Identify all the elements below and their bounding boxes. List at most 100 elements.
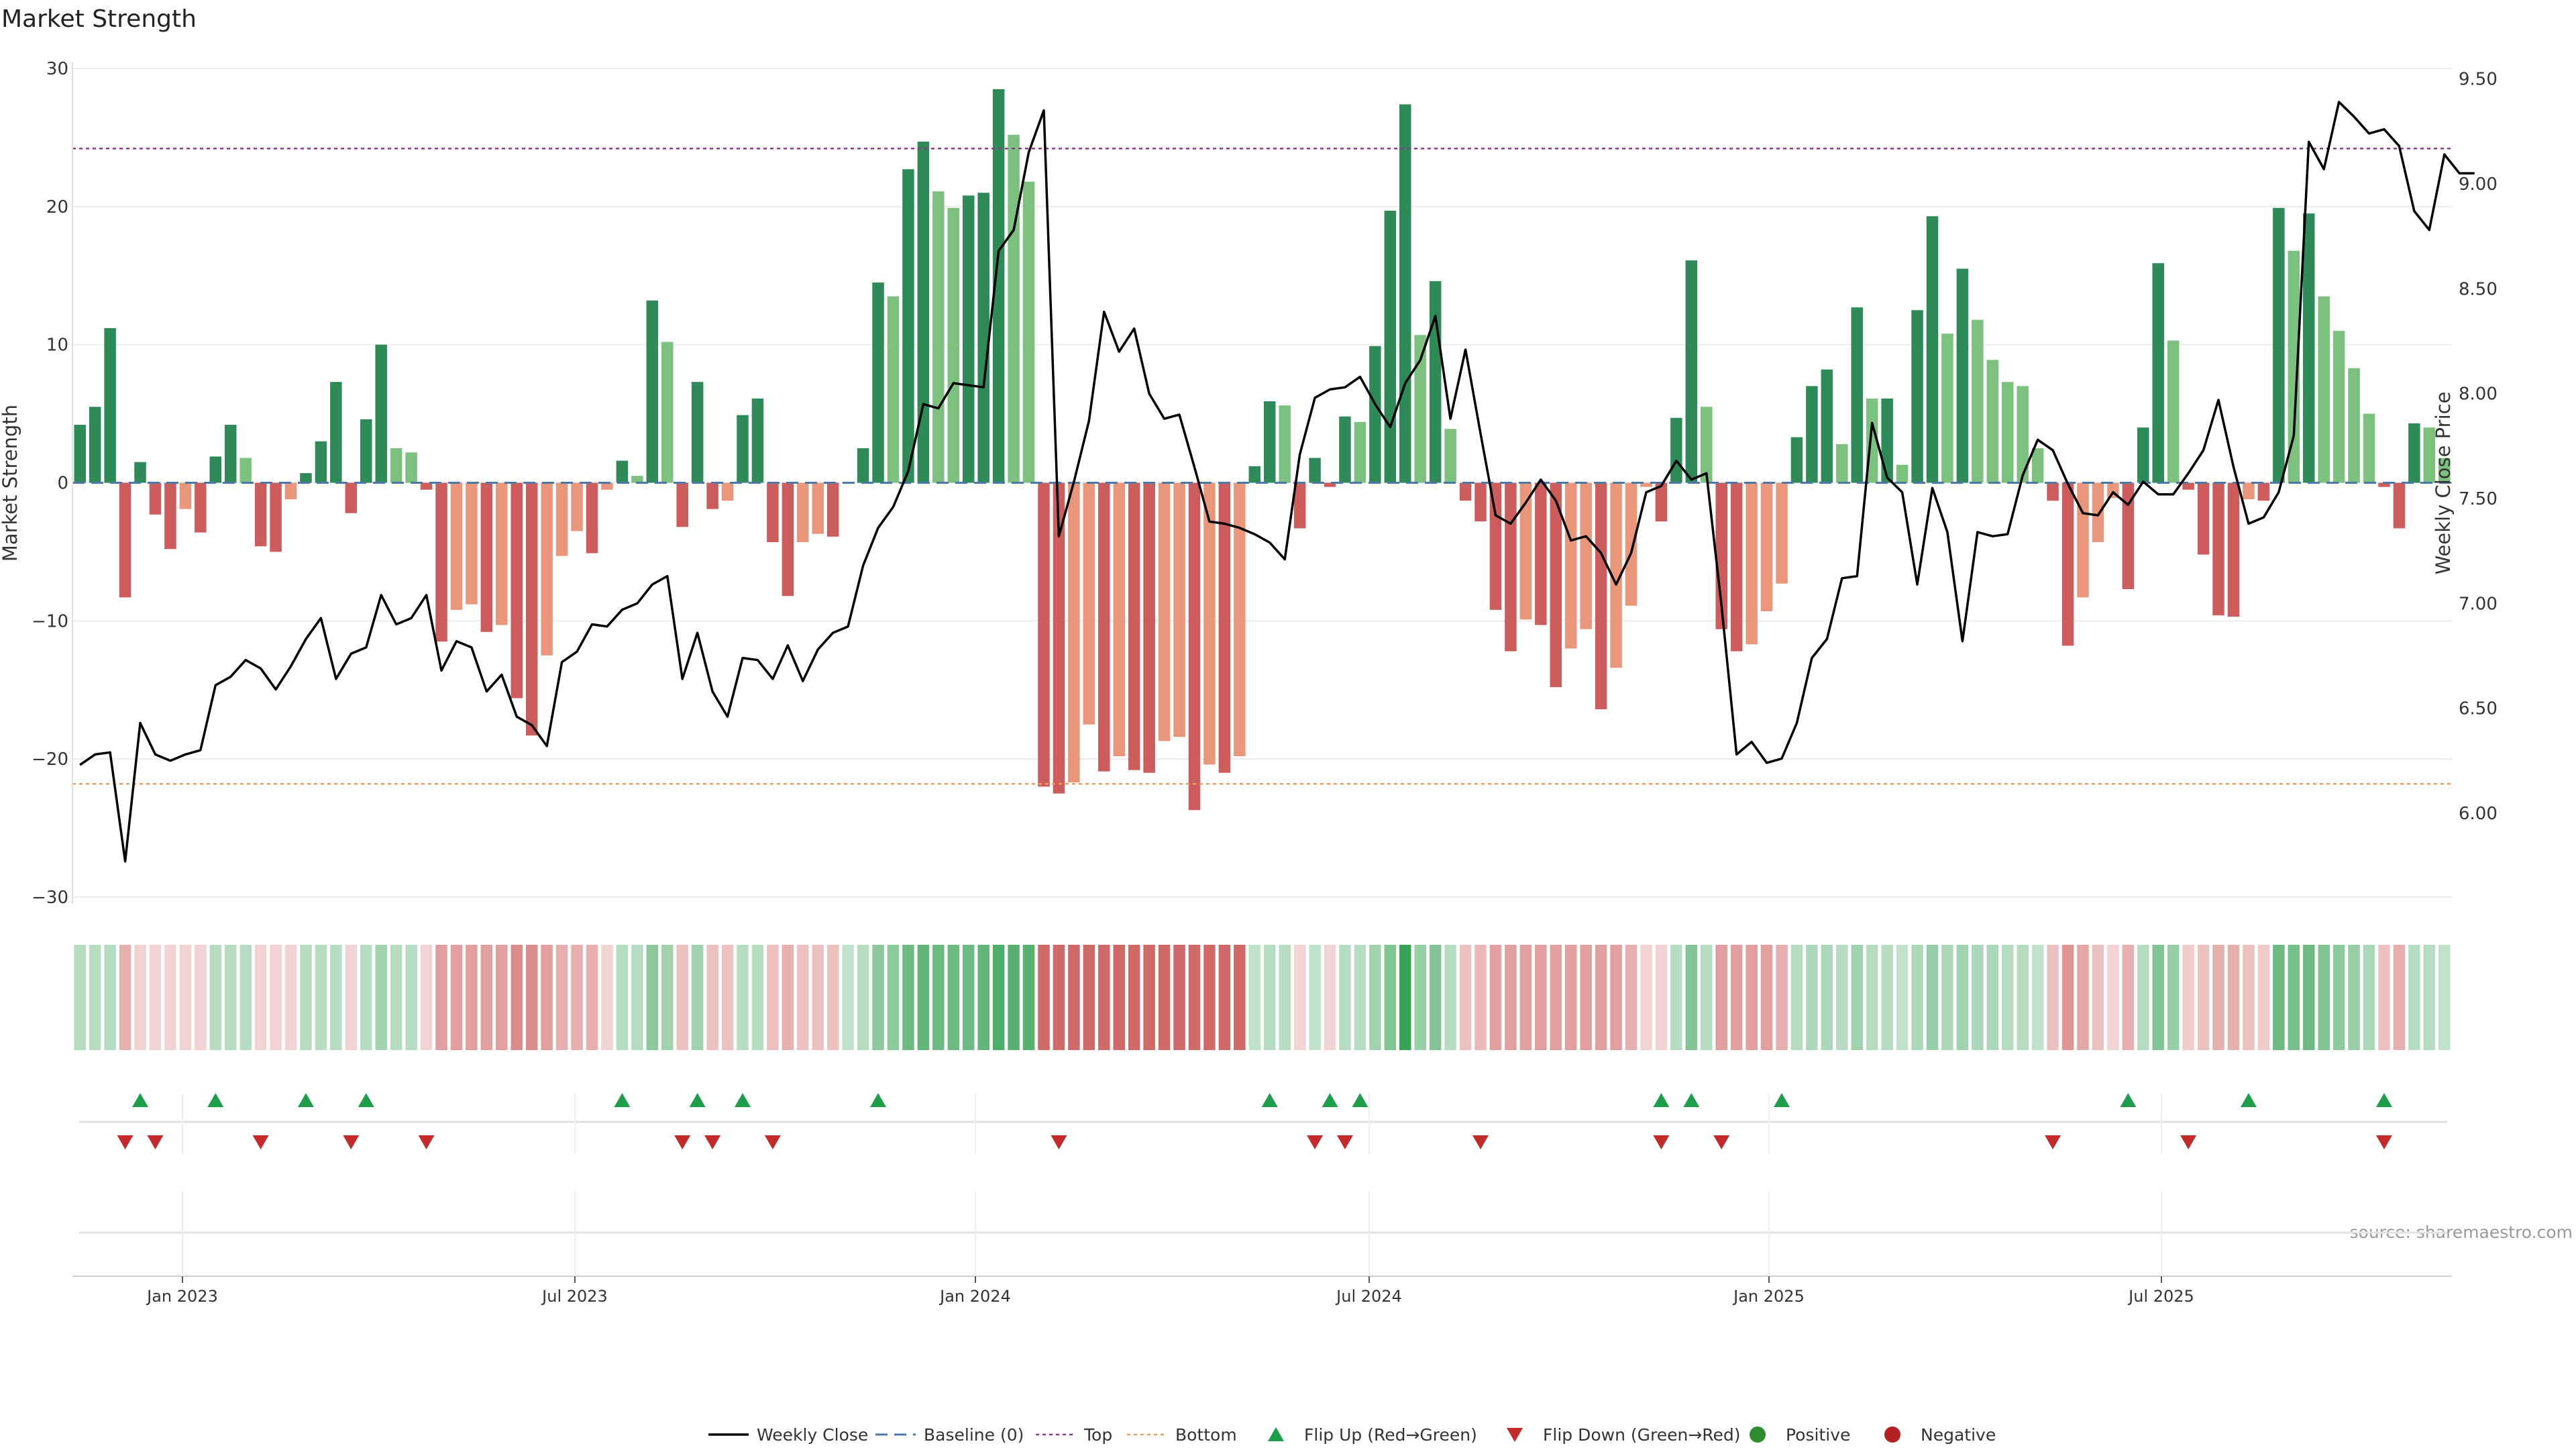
flip-up-marker (1653, 1093, 1670, 1107)
zone-cell (330, 945, 342, 1050)
zone-cell (179, 945, 192, 1050)
flip-up-marker (1774, 1093, 1790, 1107)
zone-cell (1354, 945, 1366, 1050)
zone-cell (1083, 945, 1095, 1050)
strength-bar (1760, 482, 1773, 611)
zone-cell (1715, 945, 1727, 1050)
legend: Weekly Close Baseline (0) Top Bottom Flip Up… (708, 1425, 1996, 1445)
zone-cell (2257, 945, 2270, 1050)
legend-flip-up-swatch (1268, 1427, 1284, 1441)
flip-down-marker (1051, 1135, 1067, 1149)
zone-cell (2423, 945, 2436, 1050)
zone-cell (2047, 945, 2059, 1050)
strength-bar (1128, 482, 1140, 770)
strength-bar (2348, 368, 2360, 483)
zone-cell (977, 945, 989, 1050)
zone-cell (1429, 945, 1442, 1050)
zone-cell (1414, 945, 1426, 1050)
x-tick-label: Jul 2023 (541, 1287, 608, 1306)
strength-bar (1008, 134, 1020, 483)
strength-bar (1143, 482, 1155, 773)
legend-item: Negative (1884, 1425, 1996, 1445)
zone-cell (782, 945, 794, 1050)
strength-bar (1655, 482, 1668, 522)
strength-bar (616, 460, 629, 483)
zone-cell (1263, 945, 1276, 1050)
zone-cell (1655, 945, 1668, 1050)
zone-cell (2227, 945, 2240, 1050)
zone-cell (496, 945, 508, 1050)
strength-bar (1053, 482, 1065, 794)
flip-down-marker (418, 1135, 435, 1149)
strength-bar (2031, 448, 2044, 483)
strength-bar (782, 482, 794, 597)
legend-label: Baseline (0) (924, 1425, 1024, 1445)
flip-down-marker (2375, 1135, 2392, 1149)
zone-cell (962, 945, 975, 1050)
strength-bar (1670, 417, 1682, 483)
zone-cell (797, 945, 809, 1050)
y-tick-label: 10 (46, 335, 68, 356)
legend-label: Bottom (1175, 1425, 1237, 1445)
zone-cell (1911, 945, 1923, 1050)
strength-bar (1354, 421, 1366, 483)
flip-down-marker (1713, 1135, 1730, 1149)
zone-cell (1956, 945, 1969, 1050)
strength-bar (676, 482, 688, 527)
strength-bar (2167, 340, 2180, 483)
strength-bar (345, 482, 358, 513)
flip-up-marker (2120, 1093, 2137, 1107)
zone-cell (1881, 945, 1893, 1050)
flip-up-marker (2375, 1093, 2392, 1107)
strength-bar (104, 327, 116, 483)
zone-cell (721, 945, 734, 1050)
legend-item: Baseline (0) (875, 1425, 1024, 1445)
flip-down-marker (343, 1135, 360, 1149)
zone-cell (917, 945, 930, 1050)
strength-bar (586, 482, 598, 554)
strength-bar (646, 300, 659, 483)
zone-cell (1022, 945, 1035, 1050)
flip-up-marker (2240, 1093, 2257, 1107)
zone-cell (1384, 945, 1397, 1050)
zone-cell (1851, 945, 1864, 1050)
strength-bar (1414, 335, 1426, 483)
legend-item: Top (1036, 1425, 1112, 1445)
legend-item: Positive (1750, 1425, 1850, 1445)
flip-down-marker (117, 1135, 133, 1149)
flip-down-marker (764, 1135, 781, 1149)
strength-bar (330, 382, 342, 483)
zone-cell (2197, 945, 2210, 1050)
strength-bar (2197, 482, 2210, 555)
legend-negative-swatch (1884, 1427, 1900, 1443)
strength-bar (1248, 466, 1261, 483)
zone-cell (2001, 945, 2014, 1050)
zone-cell (1068, 945, 1080, 1050)
zone-cell (1836, 945, 1848, 1050)
zone-cell (1670, 945, 1682, 1050)
zone-cell (89, 945, 101, 1050)
zone-cell (239, 945, 252, 1050)
zone-cell (2393, 945, 2406, 1050)
zone-cell (1790, 945, 1803, 1050)
strength-bar (1173, 482, 1185, 737)
zone-cell (2017, 945, 2029, 1050)
zone-cell (2288, 945, 2300, 1050)
zone-cell (1324, 945, 1336, 1050)
strength-bar (631, 476, 643, 483)
zone-cell (164, 945, 176, 1050)
y2-axis-label: Weekly Close Price (2432, 392, 2455, 575)
close-line-layer (79, 101, 2475, 863)
strength-bar (2017, 386, 2029, 483)
x-tick-label: Jan 2025 (1732, 1287, 1805, 1306)
axes-layer: 30 20 10 0 −10 −20 −30 9.50 9.00 8.50 8.00 7.50 7.00… (32, 59, 2498, 908)
zone-cell (1941, 945, 1953, 1050)
zone-cell (315, 945, 327, 1050)
zone-cell (104, 945, 116, 1050)
zone-cell (857, 945, 869, 1050)
flip-up-marker (1322, 1093, 1338, 1107)
strength-bar (1505, 482, 1517, 652)
strength-bar (2288, 250, 2300, 483)
zone-cell (1474, 945, 1487, 1050)
strength-bar (1384, 211, 1397, 483)
